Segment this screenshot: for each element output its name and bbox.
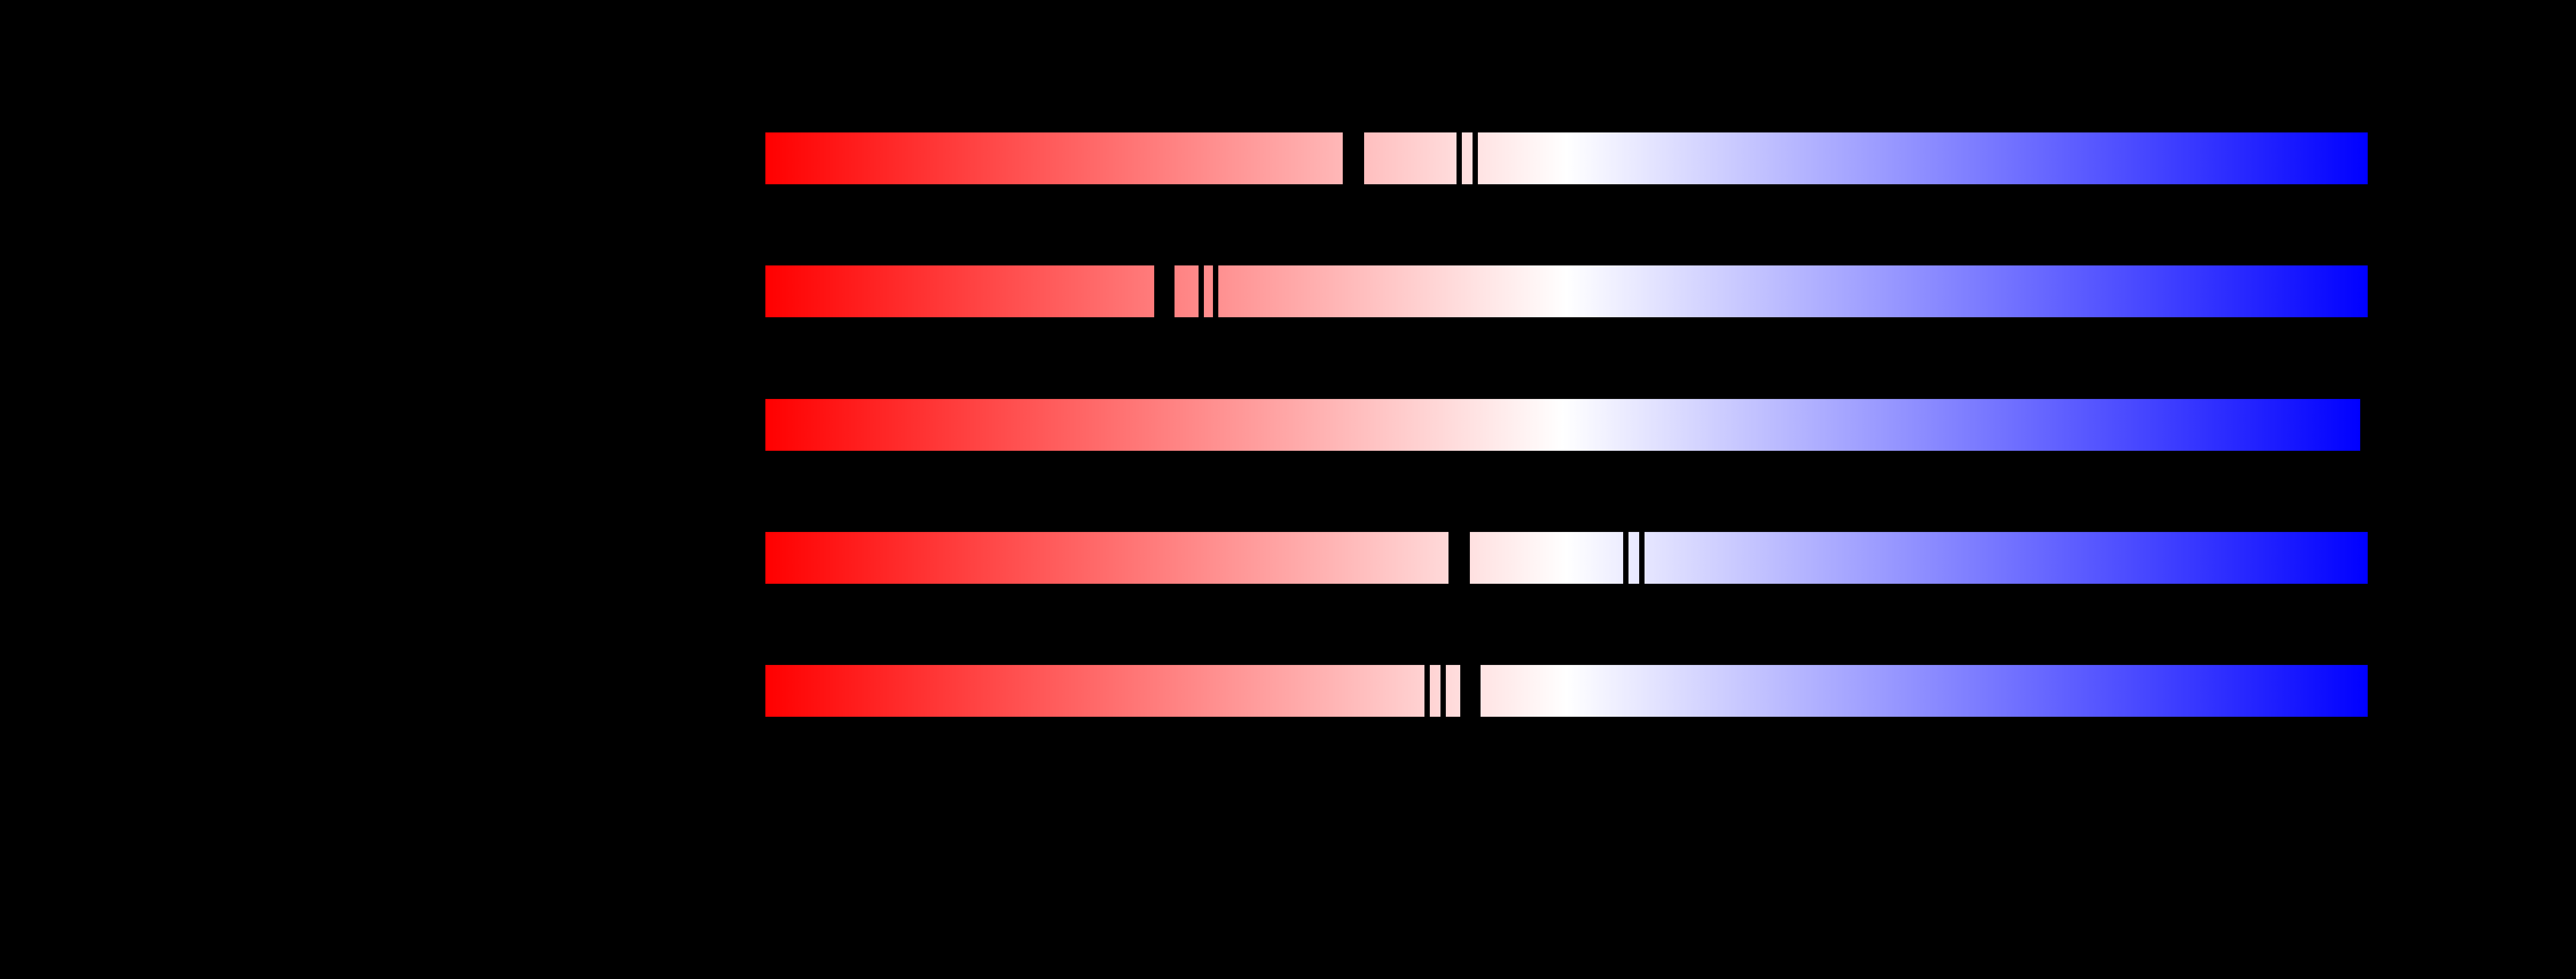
- gradient-bar-row-5: [765, 664, 2368, 718]
- marker-tick-thin: [1199, 264, 1204, 318]
- marker-tick-wide: [1343, 131, 1364, 185]
- marker-tick-thin: [1623, 531, 1628, 585]
- gradient-bar-row-3: [765, 399, 2360, 451]
- marker-tick-thin: [1440, 664, 1446, 718]
- marker-tick-wide: [1460, 664, 1481, 718]
- marker-tick-thin: [1639, 531, 1645, 585]
- gradient-bar-row-1: [765, 131, 2368, 185]
- marker-tick-wide: [1448, 531, 1470, 585]
- marker-tick-wide: [1154, 264, 1175, 318]
- marker-tick-thin: [1424, 664, 1430, 718]
- marker-tick-thin: [1457, 131, 1462, 185]
- marker-tick-thin: [1473, 131, 1478, 185]
- gradient-bar-row-2: [765, 264, 2368, 318]
- gradient-bar-row-4: [765, 531, 2368, 585]
- marker-tick-thin: [1213, 264, 1218, 318]
